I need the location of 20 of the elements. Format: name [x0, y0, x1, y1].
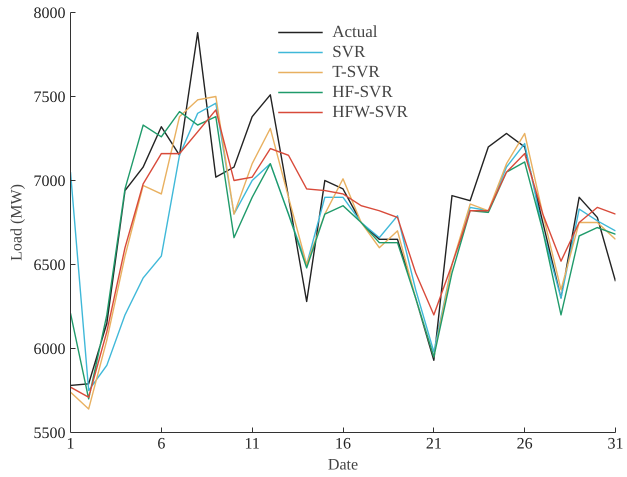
legend-label: T-SVR — [332, 62, 380, 82]
y-tick-label: 7000 — [34, 173, 66, 190]
y-tick-label: 8000 — [34, 5, 66, 22]
y-axis-title: Load (MW) — [8, 184, 26, 261]
x-tick-label: 31 — [608, 436, 624, 452]
x-tick-label: 21 — [426, 436, 442, 452]
legend-label: HF-SVR — [332, 82, 393, 102]
x-tick-label: 6 — [157, 436, 166, 452]
x-tick-label: 16 — [335, 436, 351, 452]
x-axis-title: Date — [328, 456, 358, 474]
y-tick-label: 6500 — [34, 257, 66, 274]
x-tick-label: 1 — [66, 436, 74, 452]
x-tick-label: 26 — [516, 436, 533, 452]
x-tick-label: 11 — [244, 436, 260, 452]
legend-label: Actual — [332, 22, 378, 42]
y-tick-label: 6000 — [34, 341, 66, 358]
y-tick-label: 5500 — [34, 425, 66, 442]
legend-label: HFW-SVR — [332, 102, 408, 122]
legend-label: SVR — [332, 42, 366, 62]
y-tick-label: 7500 — [34, 89, 66, 106]
